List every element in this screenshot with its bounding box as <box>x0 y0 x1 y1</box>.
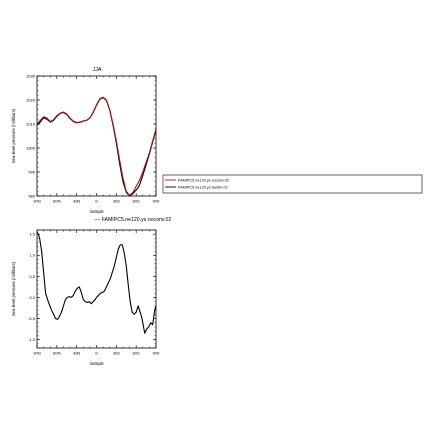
bottom-y-tick-label: -1.0 <box>28 337 36 342</box>
bottom-x-axis-label: latitude <box>90 361 104 366</box>
bottom-y-tick-label: 1.5 <box>29 232 35 237</box>
top-x-tick-label: 60S <box>133 199 140 204</box>
bottom-x-tick-label: 90N <box>33 351 40 356</box>
top-x-tick-label: 0 <box>95 199 98 204</box>
bottom-y-axis-label: Sea-level pressure (millibars) <box>11 261 16 316</box>
bottom-plot-frame <box>36 229 157 349</box>
bottom-y-tick-label: -0.5 <box>28 316 36 321</box>
top-x-tick-label: 90N <box>33 199 40 204</box>
bottom-panel: — FAMIPC5.ne120.ys.noconv.02 90N 60N 30N 0 3… <box>11 217 171 366</box>
top-series-lines <box>36 96 157 197</box>
legend-box <box>162 174 423 194</box>
bottom-x-tick-label: 30N <box>73 351 80 356</box>
bottom-x-tick-label: 90S <box>152 351 159 356</box>
legend: FAMIPC5.ne120.ys.noconv.02 FAMIPC5.ne120… <box>162 174 423 194</box>
bottom-x-tick-label: 0 <box>95 351 98 356</box>
legend-label-tau5m: FAMIPC5.ne120.ys.tau5m.02 <box>178 186 228 190</box>
top-panel: JJA 90N 60N 30N 0 30S 60S 90S 980 990 1000 1010 102… <box>11 67 160 214</box>
top-plot-frame <box>36 75 157 197</box>
bottom-series-lines <box>36 231 157 334</box>
top-y-axis-label: Sea-level pressure (millibars) <box>11 108 16 163</box>
bottom-x-tick-label: 60S <box>133 351 140 356</box>
bottom-x-tick-label: 30S <box>113 351 120 356</box>
top-x-tick-label: 90S <box>152 199 159 204</box>
top-y-tick-label: 1030 <box>26 73 36 78</box>
top-chart-title: JJA <box>92 67 102 73</box>
top-x-tick-label: 30S <box>113 199 120 204</box>
top-series-line-1 <box>36 97 157 197</box>
top-x-axis-label: latitude <box>90 209 104 214</box>
top-series-line-0 <box>36 96 157 197</box>
top-x-tick-label: 60N <box>53 199 60 204</box>
bottom-y-tick-label: 0.0 <box>29 295 35 300</box>
top-x-tick-label: 30N <box>73 199 80 204</box>
bottom-axis-ticks: 90N 60N 30N 0 30S 60S 90S -1.0 -0.5 0.0 0.5 1.0 1.5 <box>28 229 160 356</box>
top-y-tick-label: 1010 <box>26 121 36 126</box>
legend-label-noconv: FAMIPC5.ne120.ys.noconv.02 <box>178 179 229 183</box>
top-y-tick-label: 990 <box>28 169 35 174</box>
top-y-tick-label: 1000 <box>26 145 36 150</box>
bottom-x-tick-label: 60N <box>53 351 60 356</box>
bottom-series-line-0 <box>36 231 157 334</box>
top-y-tick-label: 980 <box>28 193 35 198</box>
bottom-chart-subtitle: — FAMIPC5.ne120.ys.noconv.02 <box>95 217 171 223</box>
top-axis-ticks: 90N 60N 30N 0 30S 60S 90S 980 990 1000 1010 1020 103… <box>26 73 160 203</box>
bottom-y-tick-label: 1.0 <box>29 253 35 258</box>
top-y-tick-label: 1020 <box>26 97 36 102</box>
bottom-y-tick-label: 0.5 <box>29 274 35 279</box>
